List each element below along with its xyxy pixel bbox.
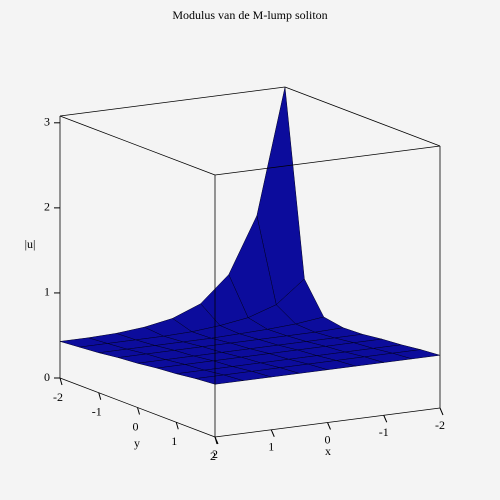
y-tick-label: 2 xyxy=(210,449,216,463)
y-axis-label: y xyxy=(134,436,140,450)
box-edge xyxy=(59,115,216,176)
z-tick-label: 1 xyxy=(44,285,50,299)
x-tick-label: -2 xyxy=(435,418,445,432)
x-tick-label: -1 xyxy=(379,425,389,439)
z-tick-label: 2 xyxy=(44,200,50,214)
y-tick-label: 0 xyxy=(133,419,139,433)
y-tick xyxy=(98,392,102,400)
y-tick xyxy=(137,407,140,415)
x-tick xyxy=(214,436,219,445)
z-axis-label: |u| xyxy=(25,237,36,251)
z-tick-label: 0 xyxy=(44,370,50,384)
box-edge xyxy=(284,86,441,147)
x-axis-label: x xyxy=(325,444,331,458)
box-edge xyxy=(59,86,286,117)
x-tick xyxy=(383,415,388,423)
x-tick-label: 2 xyxy=(212,447,218,461)
y-tick-label: -1 xyxy=(92,405,102,419)
y-tick-label: -2 xyxy=(53,390,63,404)
x-tick-label: 0 xyxy=(325,432,331,446)
x-tick xyxy=(327,422,331,430)
x-tick xyxy=(270,429,275,437)
x-tick-label: 1 xyxy=(268,440,274,454)
chart-title: Modulus van de M-lump soliton xyxy=(172,8,327,22)
box-edge xyxy=(214,145,441,176)
y-tick xyxy=(175,422,179,430)
y-tick-label: 1 xyxy=(171,434,177,448)
x-tick xyxy=(439,407,444,416)
z-tick-label: 3 xyxy=(44,115,50,129)
y-tick xyxy=(59,377,63,386)
